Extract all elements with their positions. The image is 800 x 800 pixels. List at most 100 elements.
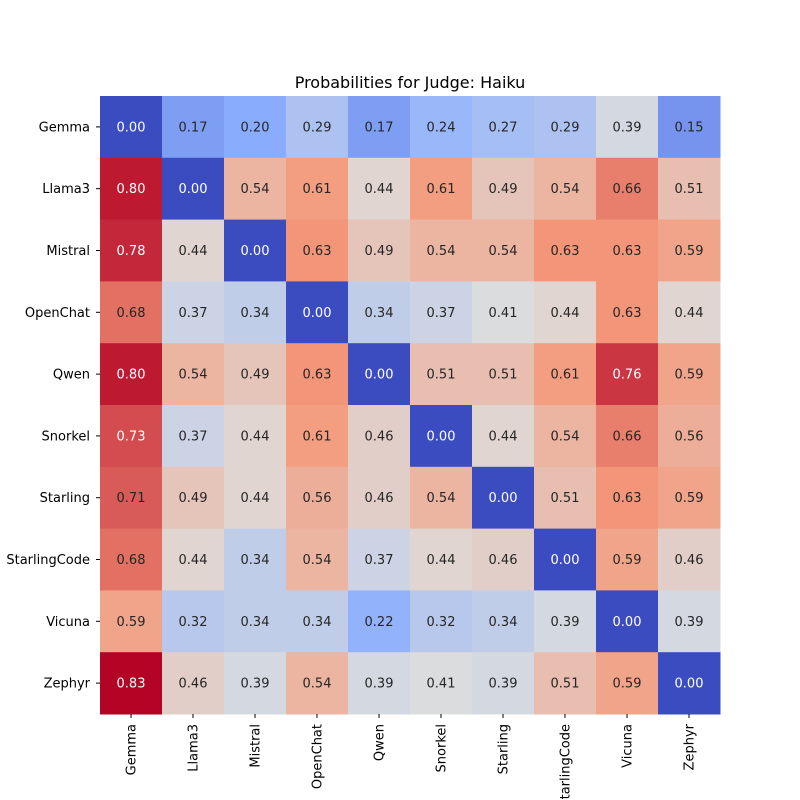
cell-value-label: 0.17 <box>179 120 208 135</box>
heatmap-cell <box>596 157 659 221</box>
row-tick-label: OpenChat <box>25 306 90 321</box>
heatmap-cell <box>224 528 287 591</box>
heatmap-cell <box>348 96 411 159</box>
heatmap-cell <box>286 405 349 468</box>
cell-value-label: 0.56 <box>303 491 332 506</box>
cell-value-label: 0.46 <box>675 553 704 568</box>
column-tick-label: Vicuna <box>621 724 636 768</box>
cell-value-label: 0.54 <box>427 491 456 506</box>
chart-title: Probabilities for Judge: Haiku <box>295 73 526 92</box>
heatmap-cell <box>472 219 535 282</box>
heatmap-cell <box>658 590 721 653</box>
heatmap-cell <box>100 343 163 406</box>
cell-value-label: 0.44 <box>427 553 456 568</box>
cell-value-label: 0.63 <box>613 491 642 506</box>
heatmap-cell <box>534 281 597 344</box>
heatmap-cell <box>100 405 163 468</box>
heatmap-cell <box>286 528 349 591</box>
heatmap-cell <box>224 157 287 221</box>
cell-value-label: 0.37 <box>179 306 208 321</box>
heatmap-cell <box>286 96 349 159</box>
heatmap-cells: 0.00 0.17 0.20 0.29 0.17 0.24 0.27 0.29 0.39 0.15… <box>100 96 721 715</box>
cell-value-label: 0.63 <box>613 306 642 321</box>
row-tick-label: Vicuna <box>46 615 90 630</box>
cell-value-label: 0.34 <box>241 615 270 630</box>
cell-value-label: 0.44 <box>675 306 704 321</box>
cell-value-label: 0.51 <box>427 368 456 383</box>
heatmap-cell <box>162 405 225 468</box>
cell-value-label: 0.34 <box>241 306 270 321</box>
heatmap-cell <box>100 219 163 282</box>
cell-value-label: 0.59 <box>117 615 146 630</box>
heatmap-cell <box>286 281 349 344</box>
cell-value-label: 0.39 <box>551 615 580 630</box>
cell-value-label: 0.44 <box>365 182 394 197</box>
cell-value-label: 0.44 <box>489 429 518 444</box>
cell-value-label: 0.61 <box>303 182 332 197</box>
row-tick-label: Snorkel <box>42 429 90 444</box>
heatmap-cell <box>658 343 721 406</box>
cell-value-label: 0.24 <box>427 120 456 135</box>
cell-value-label: 0.17 <box>365 120 394 135</box>
cell-value-label: 0.39 <box>489 677 518 692</box>
cell-value-label: 0.66 <box>613 182 642 197</box>
cell-value-label: 0.44 <box>179 244 208 259</box>
heatmap-cell <box>162 652 225 715</box>
heatmap-cell <box>162 281 225 344</box>
heatmap-cell <box>224 466 287 530</box>
cell-value-label: 0.59 <box>675 244 704 259</box>
row-tick-label: StarlingCode <box>6 553 90 568</box>
heatmap-cell <box>658 96 721 159</box>
heatmap-cell <box>348 652 411 715</box>
heatmap-cell <box>596 466 659 530</box>
cell-value-label: 0.34 <box>303 615 332 630</box>
cell-value-label: 0.39 <box>365 677 394 692</box>
heatmap-cell <box>410 652 473 715</box>
heatmap-cell <box>596 343 659 406</box>
column-tick-label: OpenChat <box>311 724 326 789</box>
cell-value-label: 0.37 <box>365 553 394 568</box>
heatmap-cell <box>286 652 349 715</box>
heatmap-cell <box>534 652 597 715</box>
heatmap-cell <box>534 466 597 530</box>
cell-value-label: 0.34 <box>489 615 518 630</box>
heatmap-cell <box>100 652 163 715</box>
heatmap-cell <box>472 96 535 159</box>
cell-value-label: 0.83 <box>117 677 146 692</box>
heatmap-cell <box>162 157 225 221</box>
heatmap-cell <box>348 528 411 591</box>
heatmap-cell <box>472 157 535 221</box>
heatmap-cell <box>348 157 411 221</box>
heatmap-cell <box>286 343 349 406</box>
cell-value-label: 0.61 <box>427 182 456 197</box>
column-tick-label: Zephyr <box>683 723 698 770</box>
cell-value-label: 0.54 <box>179 368 208 383</box>
heatmap-cell <box>100 281 163 344</box>
cell-value-label: 0.49 <box>179 491 208 506</box>
cell-value-label: 0.49 <box>489 182 518 197</box>
heatmap-cell <box>348 281 411 344</box>
heatmap-cell <box>224 405 287 468</box>
cell-value-label: 0.63 <box>551 244 580 259</box>
cell-value-label: 0.15 <box>675 120 704 135</box>
heatmap-cell <box>472 343 535 406</box>
heatmap-cell <box>596 528 659 591</box>
heatmap-cell <box>286 219 349 282</box>
cell-value-label: 0.44 <box>241 429 270 444</box>
cell-value-label: 0.59 <box>613 553 642 568</box>
heatmap-cell <box>534 219 597 282</box>
cell-value-label: 0.54 <box>303 677 332 692</box>
heatmap-cell <box>224 281 287 344</box>
cell-value-label: 0.44 <box>179 553 208 568</box>
heatmap-cell <box>348 405 411 468</box>
heatmap-cell <box>658 405 721 468</box>
row-tick-label: Qwen <box>53 368 90 383</box>
cell-value-label: 0.66 <box>613 429 642 444</box>
cell-value-label: 0.39 <box>675 615 704 630</box>
heatmap-cell <box>410 590 473 653</box>
row-tick-label: Gemma <box>39 120 90 135</box>
heatmap-cell <box>224 590 287 653</box>
column-tick-label: Mistral <box>249 724 264 768</box>
cell-value-label: 0.46 <box>179 677 208 692</box>
heatmap-cell <box>224 219 287 282</box>
